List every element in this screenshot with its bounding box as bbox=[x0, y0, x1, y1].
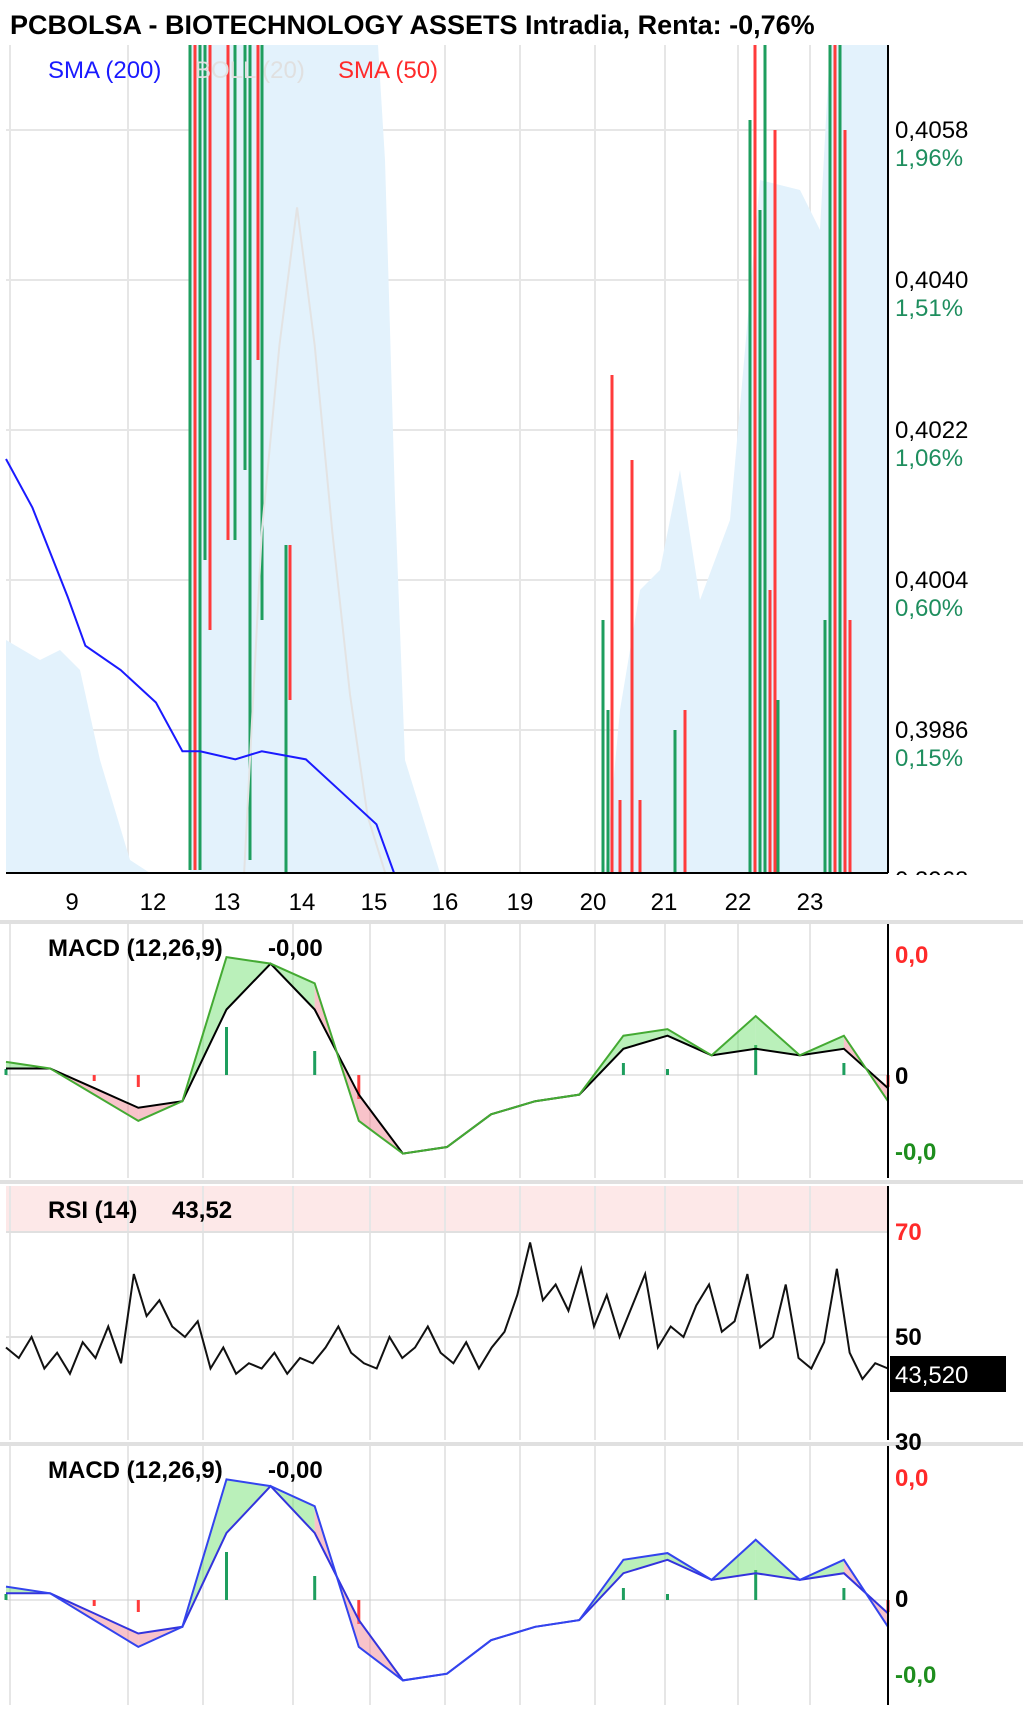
macd2-value: -0,00 bbox=[268, 1457, 323, 1484]
price-tick-pct: 1,96% bbox=[895, 145, 963, 172]
macd2-label: MACD (12,26,9) bbox=[48, 1457, 223, 1484]
time-axis-ticks: 9 12 13 14 15 16 19 20 21 22 23 bbox=[65, 889, 823, 916]
macd1-tick-top: 0,0 bbox=[895, 942, 928, 969]
time-tick-label: 22 bbox=[725, 889, 752, 916]
boll-mid-line bbox=[243, 207, 387, 874]
rsi-current-badge bbox=[890, 1356, 1006, 1392]
rsi-panel: RSI (14) 43,52 70 50 30 43,520 bbox=[5, 1186, 1006, 1456]
price-tick-label: 0,4022 bbox=[895, 417, 968, 444]
macd1-tick-zero: 0 bbox=[895, 1063, 908, 1090]
macd-signal-fill bbox=[94, 1088, 139, 1121]
time-tick-label: 12 bbox=[140, 889, 167, 916]
price-tick-label: 0,4004 bbox=[895, 567, 968, 594]
macd2-tick-top: 0,0 bbox=[895, 1465, 928, 1492]
macd2-tick-zero: 0 bbox=[895, 1586, 908, 1613]
macd-signal-fill bbox=[226, 957, 271, 1010]
price-tick-pct: 0,60% bbox=[895, 595, 963, 622]
macd-signal-fill bbox=[94, 1613, 139, 1647]
time-tick-label: 19 bbox=[507, 889, 534, 916]
macd2-tick-bottom: -0,0 bbox=[895, 1662, 936, 1689]
chart-title: PCBOLSA - BIOTECHNOLOGY ASSETS Intradia,… bbox=[10, 10, 815, 40]
time-tick-label: 16 bbox=[432, 889, 459, 916]
time-tick-label: 15 bbox=[361, 889, 388, 916]
macd1-tick-bottom: -0,0 bbox=[895, 1139, 936, 1166]
rsi-current-value: 43,520 bbox=[895, 1362, 968, 1389]
price-bars bbox=[188, 45, 852, 873]
sma200-line bbox=[5, 458, 396, 874]
price-panel: 0,40581,96%0,40401,51%0,40221,06%0,40040… bbox=[5, 45, 1023, 894]
rsi-tick-30: 30 bbox=[895, 1429, 922, 1456]
legend-sma50[interactable]: SMA (50) bbox=[338, 57, 438, 84]
time-tick-label: 20 bbox=[580, 889, 607, 916]
rsi-label: RSI (14) bbox=[48, 1197, 137, 1224]
macd1-label: MACD (12,26,9) bbox=[48, 935, 223, 962]
time-tick-label: 13 bbox=[214, 889, 241, 916]
price-axis-ticks: 0,40581,96%0,40401,51%0,40221,06%0,40040… bbox=[895, 117, 968, 894]
price-tick-label: 0,4040 bbox=[895, 267, 968, 294]
macd-panel-2: MACD (12,26,9) -0,00 0,0 0 -0,0 bbox=[4, 1446, 936, 1705]
macd-signal-fill bbox=[623, 1553, 668, 1574]
rsi-tick-50: 50 bbox=[895, 1324, 922, 1351]
macd-signal-fill bbox=[226, 1479, 271, 1533]
macd1-value: -0,00 bbox=[268, 935, 323, 962]
rsi-value: 43,52 bbox=[172, 1197, 232, 1224]
legend-boll[interactable]: BOLL (20) bbox=[195, 57, 305, 84]
bollinger-band bbox=[6, 45, 888, 873]
price-axis-area bbox=[888, 45, 1023, 873]
time-tick-label: 21 bbox=[651, 889, 678, 916]
time-tick-label: 23 bbox=[797, 889, 824, 916]
price-tick-label: 0,4058 bbox=[895, 117, 968, 144]
macd-panel-1: MACD (12,26,9) -0,00 0,0 0 -0,0 bbox=[4, 924, 936, 1178]
price-tick-pct: 1,06% bbox=[895, 445, 963, 472]
price-tick-label: 0,3986 bbox=[895, 717, 968, 744]
boll-area-mid bbox=[190, 45, 440, 873]
price-tick-pct: 0,15% bbox=[895, 745, 963, 772]
boll-area-right bbox=[605, 45, 888, 873]
rsi-tick-70: 70 bbox=[895, 1219, 922, 1246]
price-tick-pct: 1,51% bbox=[895, 295, 963, 322]
time-tick-label: 9 bbox=[65, 889, 78, 916]
legend-sma200[interactable]: SMA (200) bbox=[48, 57, 161, 84]
time-tick-label: 14 bbox=[289, 889, 316, 916]
boll-area-left bbox=[6, 640, 150, 873]
